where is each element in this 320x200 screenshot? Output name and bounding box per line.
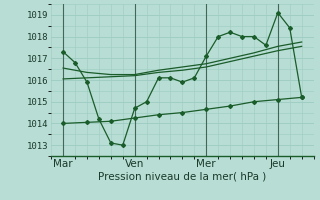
X-axis label: Pression niveau de la mer( hPa ): Pression niveau de la mer( hPa ) [98,172,267,182]
